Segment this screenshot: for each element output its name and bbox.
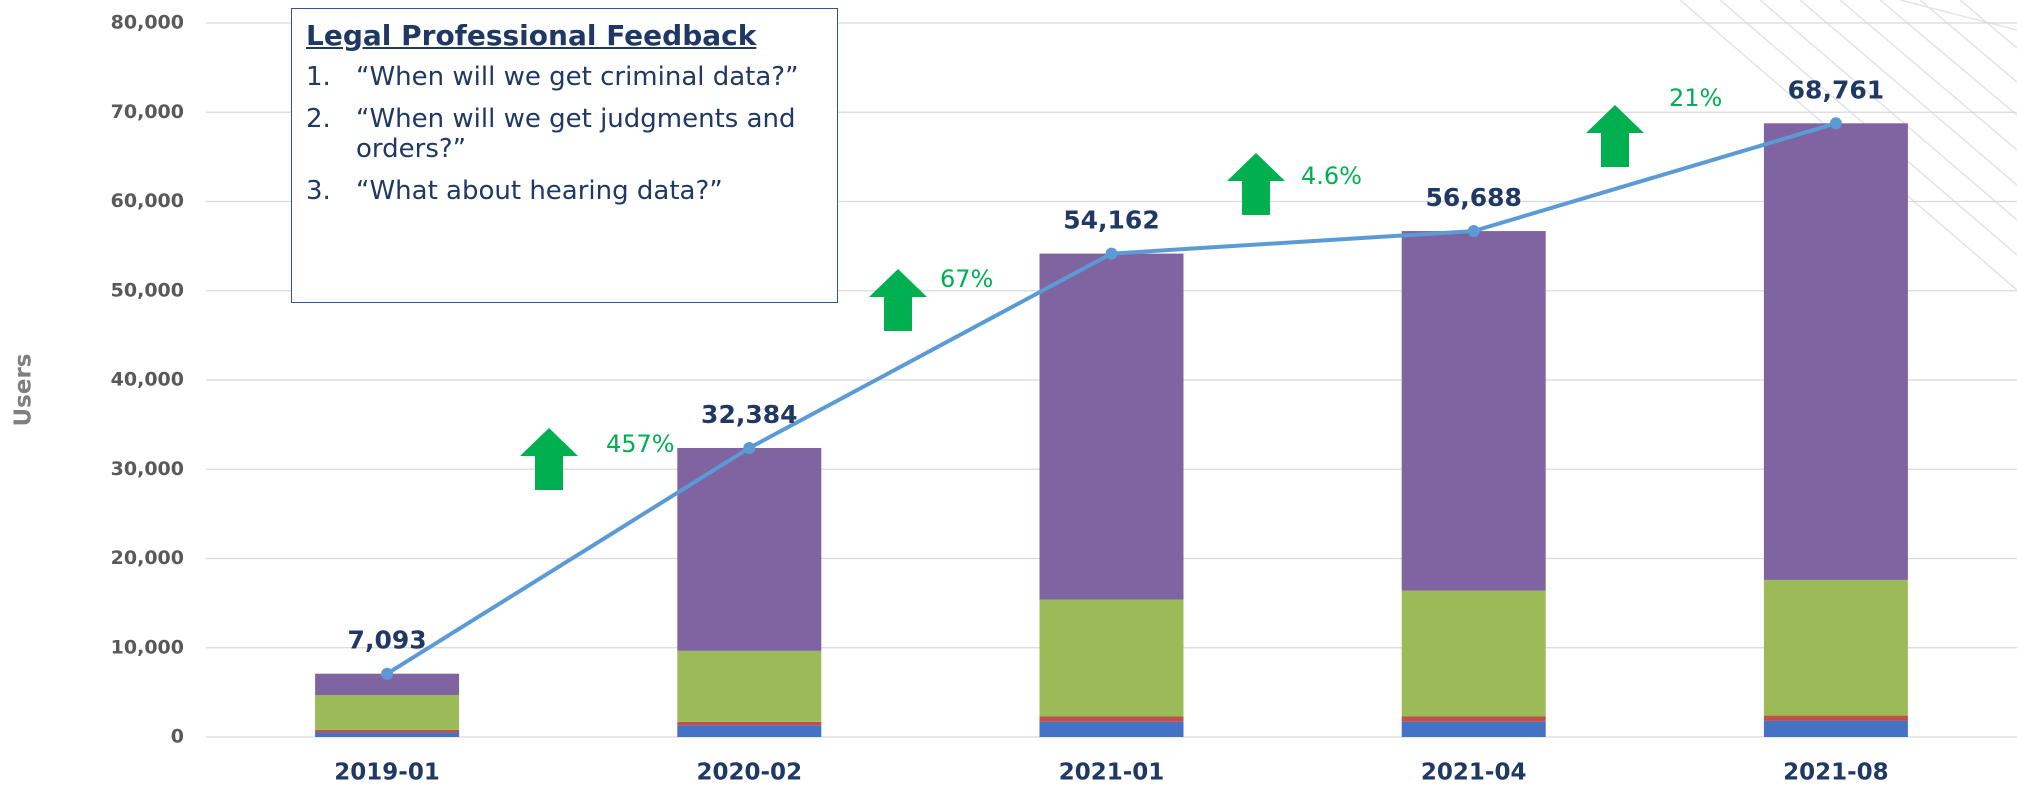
y-tick-label: 80,000 [111,12,184,34]
bar-segment [677,725,822,737]
y-axis-label: Users [11,354,37,427]
data-label: 54,162 [1063,206,1159,235]
item-text: “When will we get criminal data?” [356,62,799,92]
feedback-item: 2. “When will we get judgments and orders… [306,104,823,164]
bar-segment [1401,721,1546,737]
feedback-item: 1. “When will we get criminal data?” [306,62,823,92]
bar-segment [315,732,460,737]
total-point [381,667,394,680]
bar-segment [677,447,822,651]
growth-label: 457% [606,430,675,458]
bar-segment [677,650,822,722]
total-point [743,441,756,454]
data-label: 56,688 [1425,183,1521,212]
x-tick-label: 2021-01 [1059,760,1165,786]
data-label: 68,761 [1788,75,1884,104]
item-number: 1. [306,62,331,92]
bar-segment [1039,716,1184,722]
item-text: “When will we get judgments and orders?” [356,104,796,164]
y-tick-label: 20,000 [111,547,184,569]
x-tick-label: 2021-04 [1421,760,1527,786]
bar-segment [1401,590,1546,717]
feedback-box: Legal Professional Feedback 1. “When will… [291,8,838,303]
growth-label: 67% [940,265,993,293]
x-tick-label: 2020-02 [697,760,803,786]
x-tick-label: 2019-01 [334,760,440,786]
item-number: 3. [306,176,331,206]
bar-segment [315,695,460,730]
y-tick-label: 60,000 [111,190,184,212]
bar-segment [1763,720,1908,737]
bar-segment [1039,721,1184,737]
item-number: 2. [306,104,331,134]
bar-segment [315,729,460,733]
y-tick-label: 30,000 [111,458,184,480]
feedback-title: Legal Professional Feedback [306,19,757,52]
growth-arrow [520,428,578,490]
total-point [1829,117,1842,130]
growth-arrow [869,269,927,331]
growth-arrow [1227,153,1285,215]
growth-label: 21% [1669,84,1722,112]
bar-segment [1039,253,1184,600]
x-tick-label: 2021-08 [1783,760,1889,786]
growth-arrow [1586,105,1644,167]
y-tick-label: 70,000 [111,101,184,123]
bar-segment [1401,716,1546,722]
y-tick-label: 50,000 [111,279,184,301]
y-tick-label: 0 [171,726,184,748]
bar-segment [1039,599,1184,717]
total-point [1105,247,1118,260]
y-tick-label: 40,000 [111,369,184,391]
bar-segment [1763,579,1908,716]
item-text: “What about hearing data?” [356,176,723,206]
data-label: 7,093 [348,626,427,655]
bar-segment [1763,715,1908,721]
feedback-item: 3. “What about hearing data?” [306,176,823,206]
bar-segment [1763,123,1908,580]
y-tick-label: 10,000 [111,636,184,658]
total-point [1467,225,1480,238]
bar-segment [677,721,822,726]
bar-segment [1401,231,1546,591]
data-label: 32,384 [701,400,797,429]
bar-segment [315,673,460,696]
growth-label: 4.6% [1301,162,1362,190]
